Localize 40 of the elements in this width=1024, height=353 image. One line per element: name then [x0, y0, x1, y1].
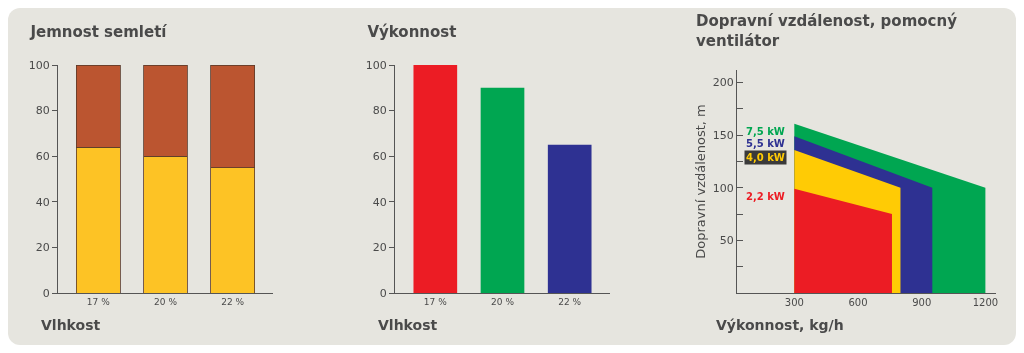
y-tick-label: 200 — [712, 76, 734, 90]
y-tick-label: 80 — [372, 104, 387, 118]
y-tick-label: 40 — [35, 195, 50, 209]
y-tick-label: 20 — [372, 241, 387, 255]
x-axis-title: Výkonnost, kg/h — [716, 317, 844, 333]
y-tick-label: 60 — [35, 150, 50, 164]
x-tick-label: 22 % — [221, 296, 245, 307]
series-label: 5,5 kW — [746, 138, 785, 149]
y-tick-label: 100 — [365, 58, 387, 72]
y-tick-label: 60 — [372, 150, 387, 164]
x-axis-title: Vlhkost — [41, 317, 101, 333]
chart-title: Výkonnost — [367, 22, 457, 41]
x-tick-label: 20 % — [491, 296, 515, 307]
y-tick-label: 100 — [28, 58, 50, 72]
chart-title: Dopravní vzdálenost, pomocný ventilátor — [696, 12, 958, 50]
bar — [480, 87, 525, 293]
x-tick-label: 17 % — [423, 296, 448, 307]
x-tick-label: 300 — [784, 297, 804, 308]
y-tick-label: 150 — [712, 129, 734, 143]
bar — [413, 65, 458, 293]
series-label: 7,5 kW — [746, 126, 785, 137]
y-tick-label: 100 — [712, 181, 734, 195]
y-axis-title: Dopravní vzdálenost, m — [692, 104, 708, 259]
bar — [547, 144, 592, 293]
x-tick-label: 900 — [912, 297, 932, 308]
x-axis-title: Vlhkost — [378, 317, 438, 333]
y-tick-label: 20 — [35, 241, 50, 255]
chart-title: Jemnost semletí — [29, 22, 168, 41]
x-tick-label: 17 % — [86, 296, 111, 307]
y-tick-label: 0 — [379, 286, 387, 300]
x-tick-label: 20 % — [154, 296, 178, 307]
series-label: 2,2 kW — [746, 191, 785, 202]
x-tick-label: 22 % — [558, 296, 582, 307]
y-tick-label: 80 — [35, 104, 50, 118]
y-tick-label: 50 — [719, 234, 734, 248]
y-tick-label: 0 — [42, 286, 50, 300]
x-tick-label: 1200 — [972, 297, 999, 308]
y-tick-label: 40 — [372, 195, 387, 209]
x-tick-label: 600 — [848, 297, 868, 308]
series-label: 4,0 kW — [746, 152, 785, 163]
